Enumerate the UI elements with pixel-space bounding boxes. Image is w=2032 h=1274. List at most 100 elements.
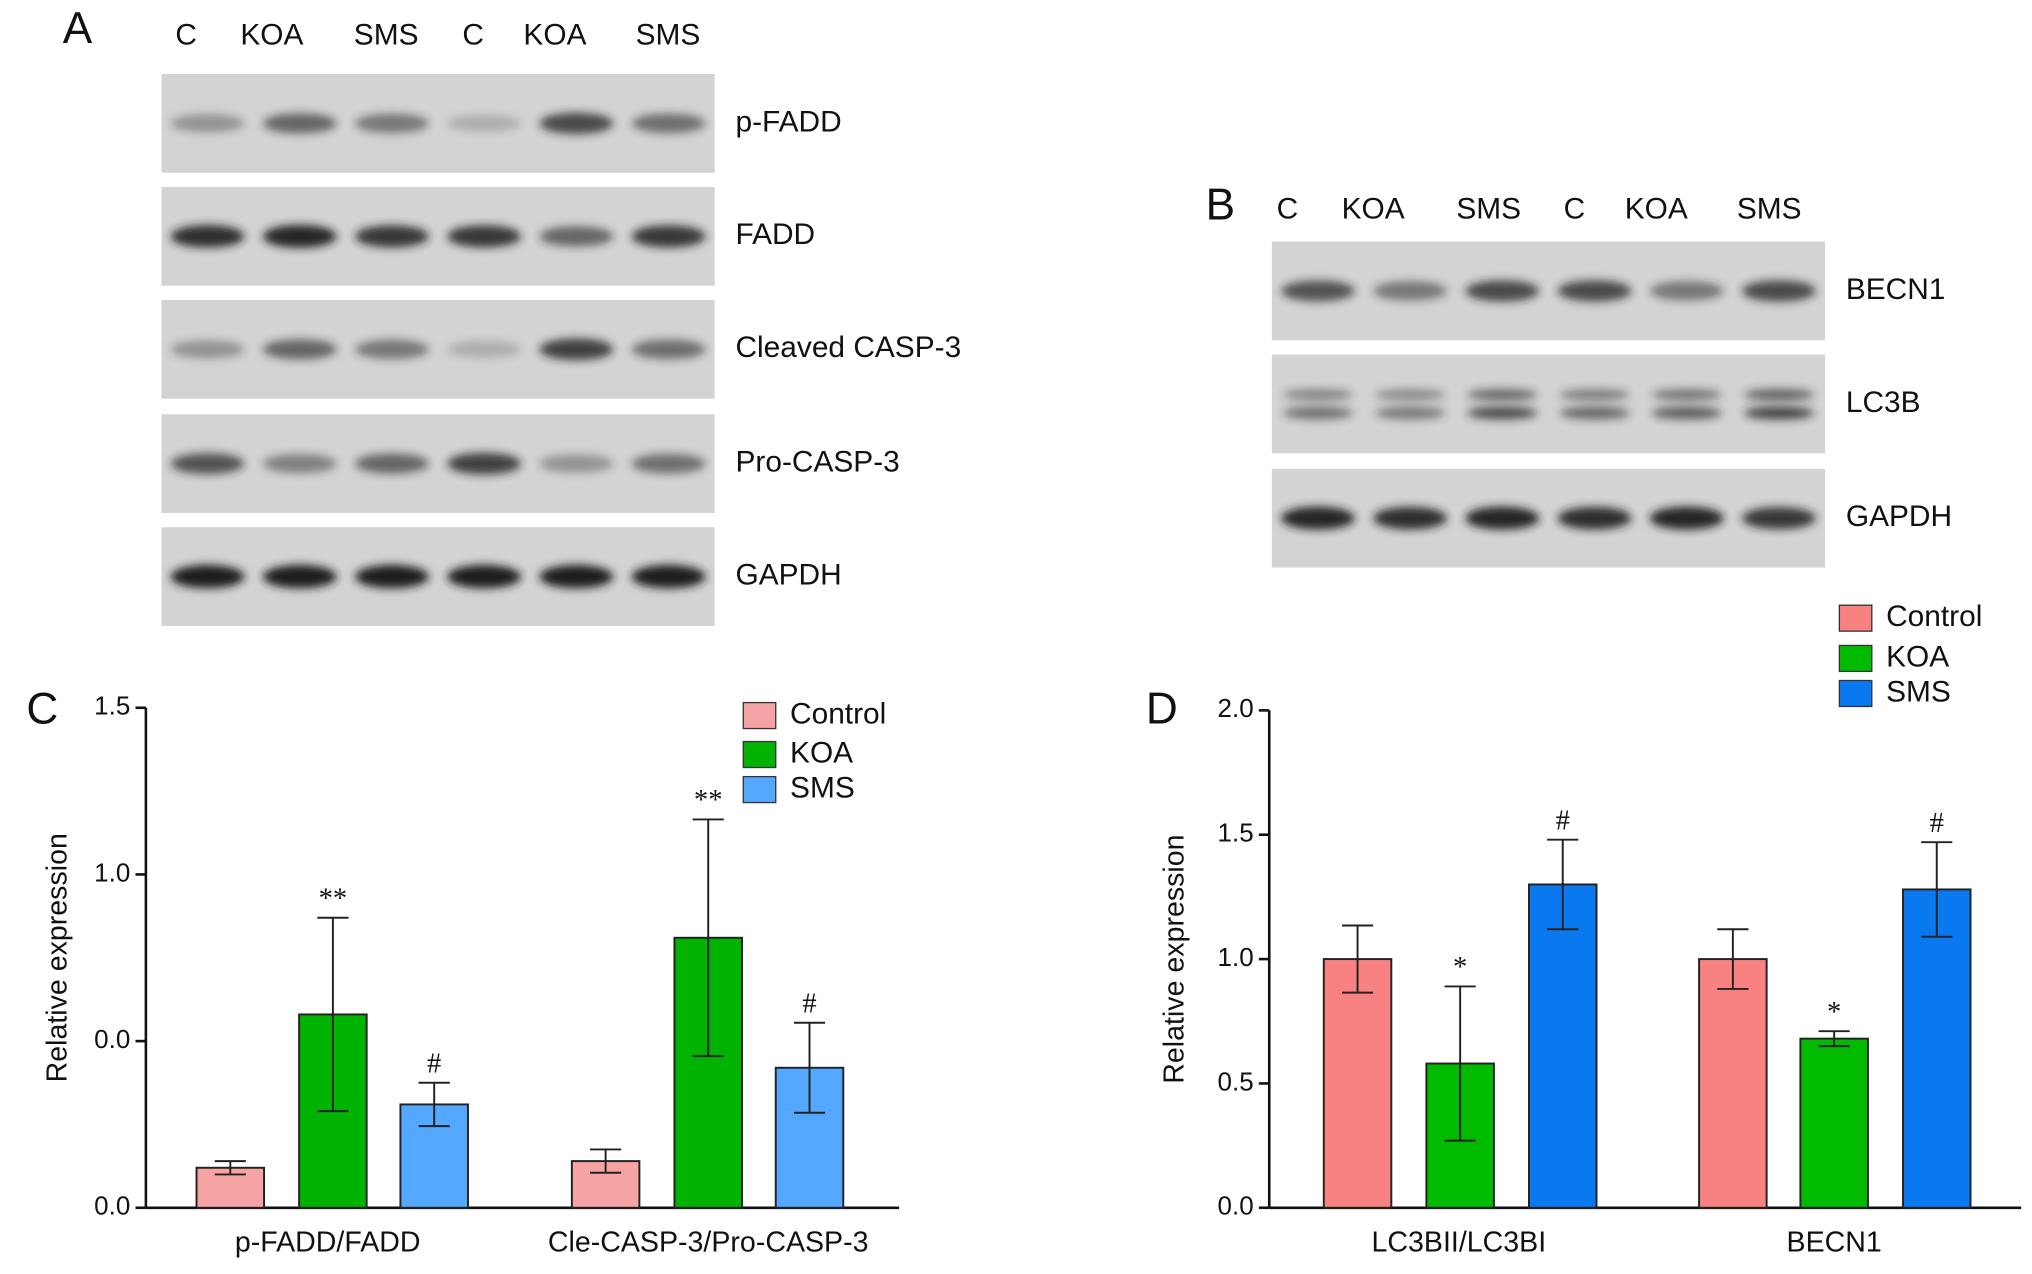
legend-swatch [1838,644,1873,673]
error-bar [1341,924,1374,994]
y-axis-label: Relative expression [41,833,73,1082]
y-tick-label: 0.0 [94,1024,130,1054]
lane-label: SMS [1737,192,1802,225]
bar [1902,888,1972,1209]
lane-label: C [1277,192,1299,225]
legend-label: SMS [790,771,855,804]
lane-label: C [1564,192,1586,225]
x-tick-label: LC3BII/LC3BI [1372,1227,1547,1259]
error-bar [1717,928,1749,990]
blot-band [1649,506,1724,530]
blot-label: p-FADD [735,105,841,138]
blot-band [1743,388,1815,401]
blot-band [1375,388,1446,401]
error-bar [1444,985,1476,1142]
bar [1322,958,1393,1209]
blot-band [1281,506,1355,530]
lane-label: SMS [354,18,419,51]
error-bar [1547,838,1579,931]
blot-band [1282,388,1353,401]
blot-band [262,224,337,248]
blot-band [1281,280,1355,302]
blot-background [161,414,715,513]
blot-band [1373,506,1448,530]
blot-background [161,299,715,399]
blot-strip [1271,241,1826,341]
blot-band [447,452,522,475]
panel-letter: C [26,684,58,733]
blot-band [447,564,522,589]
blot-band [447,340,522,358]
blot-band [447,114,522,132]
significance-mark: ** [319,883,348,914]
blot-band [631,225,706,248]
error-bar [418,1081,450,1128]
blot-band [1559,388,1630,401]
blot-band [539,564,614,589]
lane-label: SMS [1456,192,1521,225]
y-tick-label: 1.5 [94,691,130,721]
blot-band [170,453,245,475]
significance-mark: # [1556,805,1570,836]
blot-band [355,113,429,134]
blot-label: GAPDH [1846,500,1952,533]
lane-label: KOA [523,18,586,51]
blot-strip [161,74,715,173]
blot-background [161,187,715,286]
blot-label: GAPDH [735,559,841,592]
bar [1698,958,1768,1209]
blot-label: FADD [735,218,815,251]
legend-swatch [1838,679,1873,708]
error-bar [317,916,349,1113]
blot-background [1271,468,1826,568]
legend-swatch [742,775,777,804]
blot-band [170,225,245,248]
panel-letter: B [1206,180,1235,229]
blot-band [631,453,706,474]
blot-band [355,339,429,360]
significance-mark: # [1930,808,1944,839]
legend-label: Control [1886,600,1982,633]
y-tick-label: 1.5 [1218,818,1254,848]
blot-background [161,527,715,626]
blot-band [1373,281,1448,301]
blot-band [1375,406,1446,420]
blot-strip [161,527,715,626]
blot-strip [161,187,715,286]
blot-band [1465,506,1540,530]
blot-band [1651,388,1722,401]
blot-label: Cleaved CASP-3 [735,331,961,364]
blot-band [170,114,245,133]
y-tick-label: 1.0 [94,857,130,887]
blot-band [1649,281,1724,301]
error-bar [793,1021,826,1114]
legend-swatch [742,740,777,769]
blot-label: Pro-CASP-3 [735,446,899,479]
y-tick-label: 0.0 [1218,1191,1254,1221]
blot-strip [161,414,715,513]
blot-background [1271,241,1826,341]
legend-swatch [1838,604,1873,632]
blot-band [262,564,337,589]
blot-band [355,225,429,248]
blot-band [631,339,706,360]
blot-band [1557,506,1632,530]
blot-band [170,564,245,589]
blot-band [355,564,429,589]
blot-band [262,339,337,360]
blot-band [447,225,522,248]
error-bar [1818,1030,1850,1048]
y-tick-label: 2.0 [1218,693,1254,723]
lane-label: C [175,18,197,51]
blot-band [1557,280,1632,302]
legend-label: Control [790,697,886,730]
error-bar [214,1160,246,1176]
blot-strip [161,299,715,399]
y-axis-label: Relative expression [1158,834,1190,1083]
significance-mark: ** [694,785,723,816]
blot-band [262,454,337,474]
y-tick-label: 0.0 [94,1191,130,1221]
legend-label: KOA [1886,640,1949,673]
